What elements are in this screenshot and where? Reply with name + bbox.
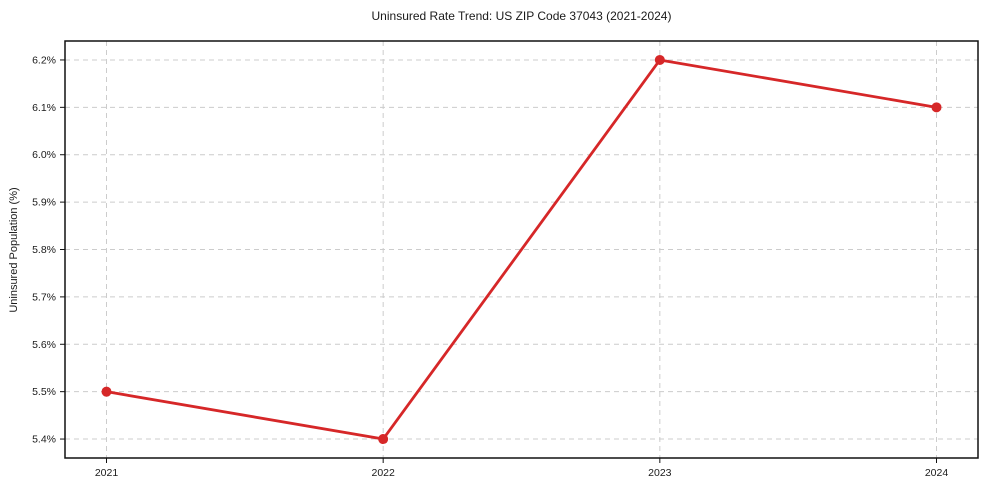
y-tick-label: 5.9% (32, 197, 56, 209)
y-tick-label: 5.7% (32, 291, 56, 303)
y-tick-label: 5.5% (32, 386, 56, 398)
x-tick-label: 2021 (95, 467, 119, 479)
data-point-marker (654, 54, 665, 65)
x-tick-label: 2022 (371, 467, 395, 479)
data-point-marker (378, 434, 389, 445)
trend-line (105, 58, 938, 441)
y-tick-label: 6.0% (32, 149, 56, 161)
data-point-marker (101, 386, 112, 397)
chart-title: Uninsured Rate Trend: US ZIP Code 37043 … (371, 9, 672, 23)
data-point-marker (931, 102, 942, 113)
y-tick-label: 6.2% (32, 54, 56, 66)
y-tick-label: 6.1% (32, 102, 56, 114)
x-tick-label: 2024 (925, 467, 949, 479)
y-tick-label: 5.4% (32, 434, 56, 446)
x-tick-label: 2023 (648, 467, 672, 479)
y-tick-label: 5.8% (32, 244, 56, 256)
y-tick-label: 5.6% (32, 339, 56, 351)
